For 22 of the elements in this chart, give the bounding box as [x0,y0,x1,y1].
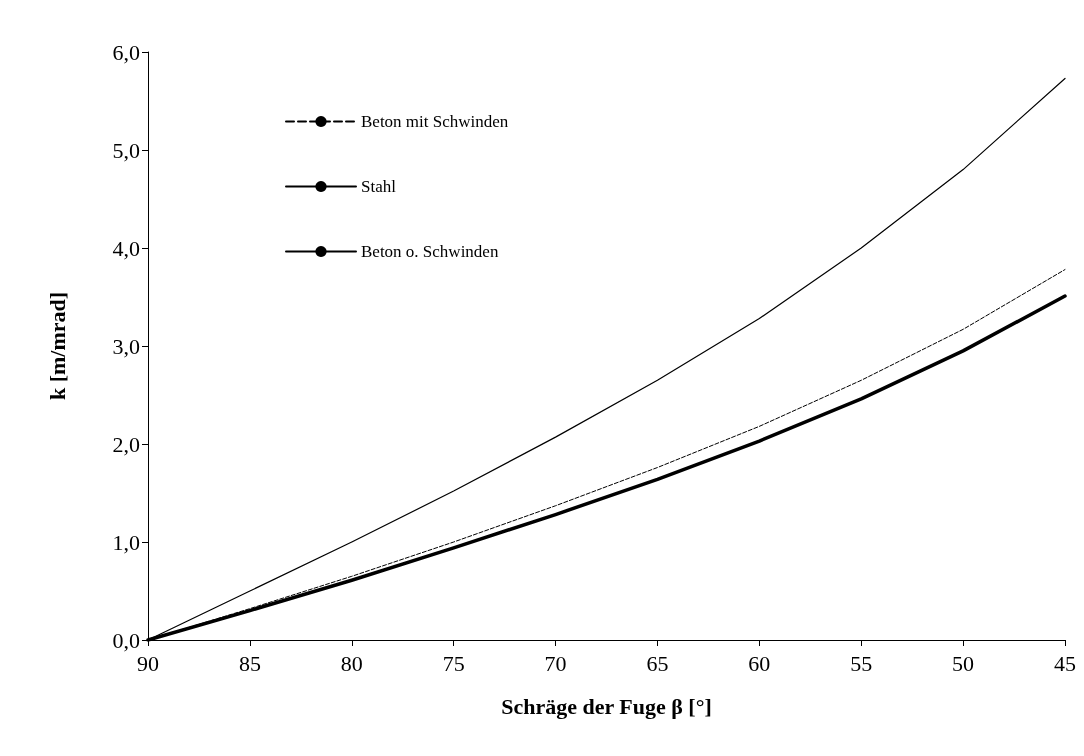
y-tick-label: 4,0 [112,235,140,261]
x-tick-label: 70 [544,650,567,676]
x-tick-label: 75 [442,650,465,676]
x-tick-label: 85 [238,650,261,676]
y-tick-label: 5,0 [112,137,140,163]
x-tick-label: 80 [340,650,363,676]
x-tick-label: 90 [137,650,159,676]
y-tick-label: 0,0 [112,627,140,653]
x-axis-title: Schräge der Fuge β [°] [501,693,712,719]
x-tick-label: 65 [646,650,669,676]
legend-label: Beton o. Schwinden [361,242,499,261]
x-tick-label: 60 [748,650,771,676]
y-tick-label: 6,0 [112,39,140,65]
x-tick-label: 45 [1054,650,1076,676]
legend-label: Stahl [361,177,397,196]
legend-label: Beton mit Schwinden [361,112,509,131]
x-tick-label: 50 [952,650,975,676]
y-tick-label: 3,0 [112,333,140,359]
x-tick-label: 55 [850,650,873,676]
y-tick-label: 1,0 [112,529,140,555]
y-axis-title: k [m/mrad] [44,291,70,401]
y-tick-label: 2,0 [112,431,140,457]
